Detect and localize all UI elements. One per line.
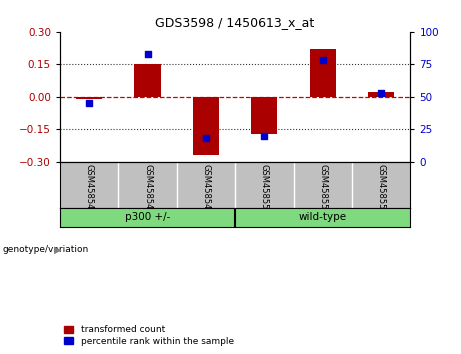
Text: GSM458549: GSM458549 [201, 164, 210, 215]
Text: GSM458551: GSM458551 [318, 164, 327, 215]
Point [202, 136, 210, 141]
Text: p300 +/-: p300 +/- [125, 212, 170, 222]
Bar [251, 97, 278, 133]
Bar [135, 64, 161, 97]
Point [144, 51, 151, 57]
Text: wild-type: wild-type [299, 212, 347, 222]
Legend: transformed count, percentile rank within the sample: transformed count, percentile rank withi… [65, 325, 234, 346]
Text: GSM458550: GSM458550 [260, 164, 269, 215]
Point [319, 58, 326, 63]
Point [85, 101, 93, 106]
Title: GDS3598 / 1450613_x_at: GDS3598 / 1450613_x_at [155, 16, 315, 29]
Text: genotype/variation: genotype/variation [2, 245, 89, 254]
Point [378, 90, 385, 96]
Bar [76, 97, 102, 99]
Point [260, 133, 268, 138]
Bar [310, 49, 336, 97]
Bar [368, 92, 394, 97]
Text: ▶: ▶ [54, 245, 62, 255]
Bar [193, 97, 219, 155]
Text: GSM458552: GSM458552 [377, 164, 385, 215]
Text: GSM458548: GSM458548 [143, 164, 152, 215]
Text: GSM458547: GSM458547 [85, 164, 94, 215]
